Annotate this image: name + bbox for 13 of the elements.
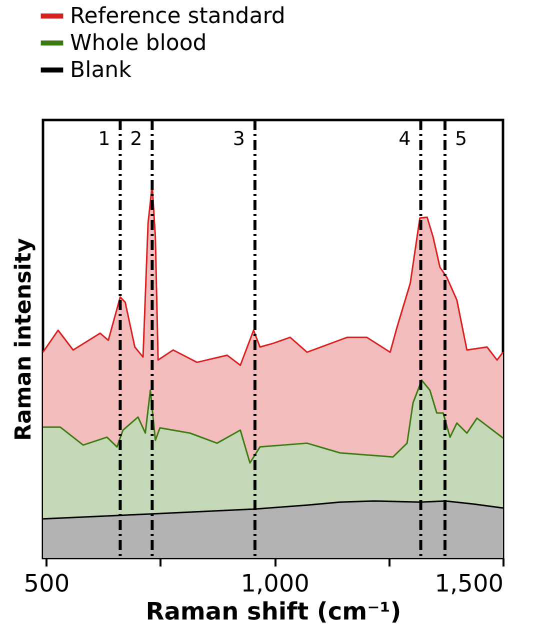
legend-label: Reference standard bbox=[70, 4, 286, 29]
x-axis-title: Raman shift (cm⁻¹) bbox=[146, 598, 402, 626]
legend-label: Whole blood bbox=[70, 31, 207, 56]
legend-label: Blank bbox=[70, 58, 132, 83]
y-axis-title: Raman intensity bbox=[12, 238, 36, 441]
annotation: 2 bbox=[130, 128, 142, 150]
x-tick-label: 1,000 bbox=[240, 570, 310, 598]
annotation: 1 bbox=[98, 128, 110, 150]
x-tick-label: 1,500 bbox=[434, 570, 504, 598]
annotation: 4 bbox=[398, 128, 411, 150]
annotation: 3 bbox=[232, 128, 245, 150]
x-tick-label: 500 bbox=[24, 570, 70, 598]
annotation: 5 bbox=[454, 128, 468, 150]
